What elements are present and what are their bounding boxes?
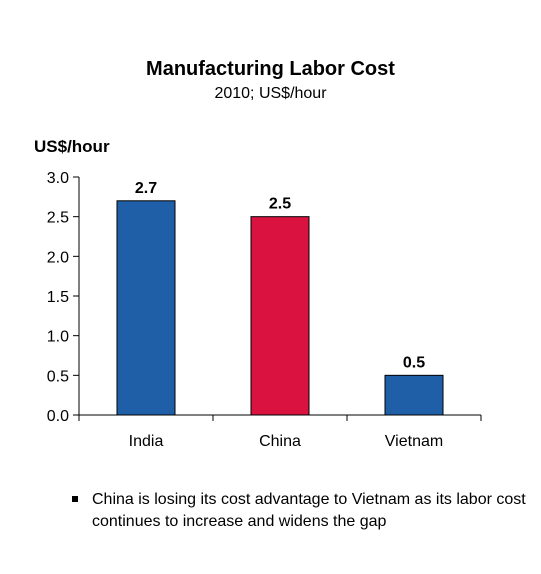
data-label: 2.5 [269,196,291,213]
chart-subtitle: 2010; US$/hour [214,85,327,102]
y-tick-label: 1.0 [47,329,69,346]
bar-india [116,200,176,416]
footnote: China is losing its cost advantage to Vi… [72,489,532,533]
y-tick-label: 2.5 [47,210,69,227]
x-tick-label: Vietnam [385,433,443,450]
bar-vietnam [384,374,444,416]
y-tick-label: 3.0 [47,170,69,187]
data-label: 0.5 [403,354,425,371]
y-tick-label: 2.0 [47,249,69,266]
y-tick-label: 1.5 [47,289,69,306]
x-tick-label: China [259,433,301,450]
bullet-icon [72,496,78,502]
y-tick-label: 0.5 [47,368,69,385]
y-axis: 0.0 0.5 1.0 1.5 2.0 2.5 3.0 [47,170,80,425]
y-axis-label: US$/hour [34,137,110,156]
footnote-text: China is losing its cost advantage to Vi… [92,491,526,530]
bars: 2.7 2.5 0.5 [116,180,444,416]
bar-chart: US$/hour 0.0 0.5 1.0 1.5 2.0 2.5 3.0 India Chin… [34,137,482,450]
x-tick-label: India [129,433,164,450]
y-tick-label: 0.0 [47,408,69,425]
x-axis: India China Vietnam [78,414,482,450]
bar-china [250,216,310,416]
chart-title: Manufacturing Labor Cost [146,58,395,80]
data-label: 2.7 [135,180,157,197]
